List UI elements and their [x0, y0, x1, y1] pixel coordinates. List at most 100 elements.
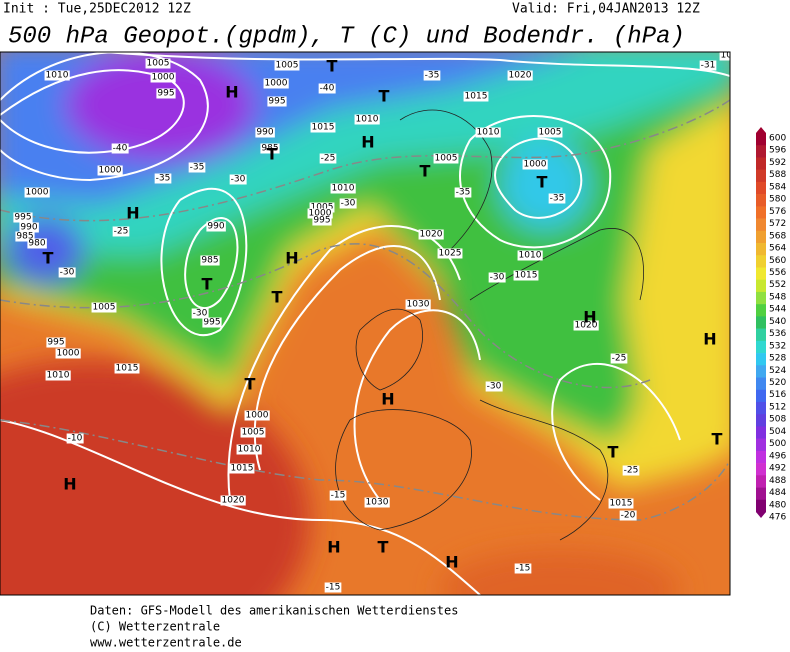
isobar-label-box: [200, 255, 220, 266]
temperature-label: -25: [624, 466, 639, 476]
isotherms: [0, 99, 730, 521]
colorbar-swatch: [756, 267, 766, 281]
colorbar-label: 484: [769, 488, 786, 498]
colorbar-label: 560: [769, 256, 786, 266]
colorbar-label: 536: [769, 329, 786, 339]
isobar-label: 1005: [147, 59, 170, 69]
temperature-label-box: [454, 187, 472, 198]
colorbar-swatch: [756, 438, 766, 452]
temperature-label-box: [58, 267, 76, 278]
temperature-label-box: [191, 308, 209, 319]
isobar-label-box: [255, 127, 275, 138]
isobar-label-box: [608, 498, 634, 509]
temperature-label: -10: [68, 434, 83, 444]
isobar-label: 985: [16, 232, 33, 242]
temperature-label: -35: [425, 71, 440, 81]
colorbar-label: 520: [769, 378, 786, 388]
isobar-label: 1010: [238, 445, 261, 455]
valid-time: Valid: Fri,04JAN2013 12Z: [512, 2, 700, 17]
isobar-label: 995: [313, 216, 330, 226]
footer-line: (C) Wetterzentrale: [90, 620, 220, 634]
colorbar-swatch: [756, 194, 766, 207]
isobar-label: 1005: [435, 154, 458, 164]
temperature-label: -15: [331, 491, 346, 501]
colorbar-swatch: [756, 230, 766, 244]
isobar-label: 990: [207, 222, 224, 232]
pressure-center: T: [43, 249, 54, 268]
isobar-label: 1000: [99, 166, 122, 176]
colorbar-swatch: [756, 145, 766, 158]
colorbar-label: 596: [769, 146, 786, 156]
isobar-label: 995: [203, 318, 220, 328]
isobar-label: 1010: [47, 371, 70, 381]
isobar-label-box: [354, 114, 380, 125]
colorbar-swatch: [756, 365, 766, 378]
colorbar-swatch: [756, 181, 766, 195]
isobar-label-box: [312, 215, 332, 226]
temperature-label-box: [619, 510, 637, 521]
isobar-label-box: [150, 72, 176, 83]
colorbar-swatch: [756, 291, 766, 305]
temperature-label: -31: [701, 61, 716, 71]
colorbar-swatch: [756, 218, 766, 232]
isobar-label-box: [418, 229, 444, 240]
temperature-label-box: [329, 490, 347, 501]
colorbar-arrow-bottom: [756, 512, 766, 518]
pressure-center: H: [703, 330, 716, 349]
temperature-label: -25: [321, 154, 336, 164]
pressure-center: T: [267, 145, 278, 164]
isobar-label-box: [309, 202, 335, 213]
temperature-label-box: [66, 433, 84, 444]
isobar-label-box: [44, 70, 70, 81]
isobar-label-box: [330, 183, 356, 194]
isobar-label-box: [475, 127, 501, 138]
isobar-label: 1010: [332, 184, 355, 194]
colorbar-label: 588: [769, 170, 786, 180]
isobar-label: 1000: [26, 188, 49, 198]
pressure-center: H: [381, 390, 394, 409]
temperature-label: -40: [320, 84, 335, 94]
colorbar-label: 492: [769, 464, 786, 474]
pressure-center: T: [712, 430, 723, 449]
pressure-center: H: [63, 475, 76, 494]
colorbar: 600 596 592 588 584 580 576 572 568 564 560 556 552 5…: [756, 127, 786, 523]
isobar-label: 1000: [246, 411, 269, 421]
isobar-label: 1005: [276, 61, 299, 71]
colorbar-swatch: [756, 353, 766, 366]
temperature-label-box: [318, 83, 336, 94]
isobar-label-box: [240, 427, 266, 438]
isobar-label-box: [433, 153, 459, 164]
isobar-label-box: [24, 187, 50, 198]
pressure-center: T: [202, 275, 213, 294]
colorbar-swatch: [756, 463, 766, 476]
colorbar-label: 500: [769, 439, 786, 449]
isobar-label: 1015: [116, 364, 139, 374]
temperature-label-box: [154, 173, 172, 184]
isobar-label-box: [260, 143, 280, 154]
isobar-label-box: [145, 58, 171, 69]
isobar-label: 1010: [477, 128, 500, 138]
isobar-label-box: [522, 159, 548, 170]
colorbar-label: 524: [769, 366, 786, 376]
isobar-label: 995: [157, 89, 174, 99]
colorbar-swatch: [756, 475, 766, 488]
isobar-label: 985: [261, 144, 278, 154]
temperature-label: -30: [487, 382, 502, 392]
colorbar-swatch: [756, 157, 766, 170]
temperature-label: -20: [621, 511, 636, 521]
pressure-center: T: [272, 288, 283, 307]
isobar-label-box: [513, 270, 539, 281]
colorbar-label: 564: [769, 244, 786, 254]
temperature-label: -35: [550, 194, 565, 204]
colorbar-swatch: [756, 377, 766, 391]
colorbar-arrow-top: [756, 127, 766, 133]
pressure-center: T: [379, 87, 390, 106]
isobar-label-box: [46, 337, 66, 348]
colorbar-swatch: [756, 328, 766, 342]
isobar-label: 1020: [420, 230, 443, 240]
isobar-label: 985: [201, 256, 218, 266]
pressure-center: H: [126, 204, 139, 223]
temperature-field: [0, 52, 730, 595]
colorbar-label: 580: [769, 195, 786, 205]
temperature-label: -30: [231, 175, 246, 185]
